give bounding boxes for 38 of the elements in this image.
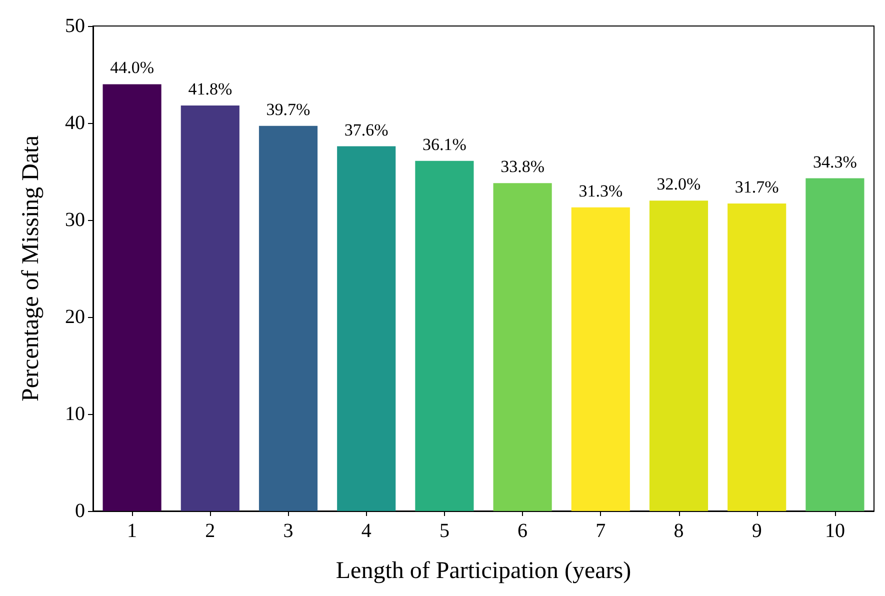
x-tick-label: 6 — [518, 520, 528, 542]
x-tick-label: 7 — [596, 520, 606, 542]
data-label: 31.3% — [578, 181, 623, 200]
x-tick-label: 8 — [674, 520, 684, 542]
x-tick-label: 5 — [439, 520, 450, 542]
x-tick-label: 10 — [824, 520, 845, 542]
y-tick-label: 40 — [65, 112, 85, 134]
bar — [337, 146, 396, 511]
y-tick-label: 0 — [75, 500, 85, 522]
data-label: 36.1% — [422, 134, 466, 154]
data-label: 32.0% — [656, 174, 701, 194]
y-axis-title: Percentage of Missing Data — [18, 135, 44, 402]
x-tick-label: 2 — [205, 520, 216, 542]
x-tick-label: 3 — [283, 520, 294, 542]
bar — [258, 126, 318, 511]
data-label: 31.7% — [734, 178, 779, 197]
bar — [493, 183, 552, 511]
bar — [415, 160, 474, 511]
x-axis-title: Length of Participation (years) — [336, 558, 632, 584]
y-tick-label: 20 — [65, 306, 85, 328]
x-tick-label: 4 — [361, 520, 372, 542]
y-tick-label: 50 — [65, 15, 85, 37]
data-label: 41.8% — [188, 80, 232, 99]
data-label: 37.6% — [344, 120, 388, 140]
bar — [728, 204, 786, 511]
data-label: 44.0% — [110, 58, 154, 78]
bar — [649, 200, 708, 511]
bar — [571, 207, 630, 511]
x-tick-label: 9 — [752, 520, 762, 542]
y-tick-label: 10 — [65, 403, 85, 425]
bar — [806, 178, 864, 511]
y-tick-label: 30 — [65, 209, 85, 231]
data-label: 39.7% — [266, 100, 310, 119]
x-tick-label: 1 — [127, 520, 138, 542]
bar — [180, 106, 240, 511]
data-label: 33.8% — [500, 157, 545, 176]
data-label: 34.3% — [812, 152, 857, 172]
bar — [102, 84, 162, 511]
